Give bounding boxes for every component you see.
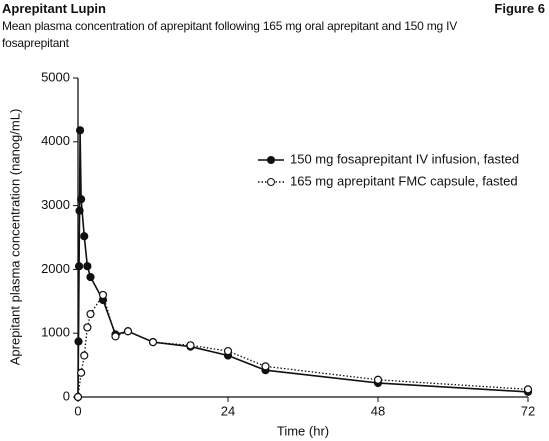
data-point bbox=[74, 262, 84, 271]
y-tick-label: 5000 bbox=[41, 69, 70, 84]
data-point bbox=[86, 309, 95, 319]
x-tick-label: 0 bbox=[74, 403, 81, 418]
x-tick-label: 24 bbox=[221, 403, 235, 418]
x-tick-label: 72 bbox=[521, 403, 535, 418]
y-tick-label: 4000 bbox=[41, 133, 70, 148]
data-point bbox=[75, 126, 85, 135]
data-point bbox=[83, 323, 92, 332]
y-axis-label: Aprepitant plasma concentration (nanog/m… bbox=[7, 109, 22, 366]
data-point bbox=[73, 392, 83, 402]
data-point bbox=[523, 385, 533, 394]
y-tick-label: 0 bbox=[63, 388, 70, 403]
y-tick-label: 2000 bbox=[41, 261, 70, 276]
data-point bbox=[111, 332, 120, 341]
series-line bbox=[77, 293, 529, 398]
data-point bbox=[83, 262, 92, 271]
data-point bbox=[75, 206, 84, 215]
data-point bbox=[186, 341, 195, 350]
legend-marker bbox=[267, 156, 275, 164]
data-point bbox=[80, 232, 89, 241]
data-point bbox=[98, 290, 108, 300]
x-tick-label: 48 bbox=[371, 403, 385, 418]
data-point bbox=[123, 327, 133, 336]
data-point bbox=[223, 346, 233, 356]
chart-title: Aprepitant Lupin bbox=[2, 1, 106, 16]
data-point bbox=[77, 368, 86, 377]
series-line bbox=[77, 130, 529, 398]
legend-label: 150 mg fosaprepitant IV infusion, fasted bbox=[290, 151, 519, 166]
legend-marker bbox=[267, 178, 275, 186]
figure-label: Figure 6 bbox=[494, 1, 545, 16]
x-axis-label: Time (hr) bbox=[277, 423, 329, 438]
y-tick-label: 3000 bbox=[41, 197, 70, 212]
data-point bbox=[77, 195, 86, 204]
data-point bbox=[74, 337, 83, 346]
data-point bbox=[261, 362, 270, 371]
y-tick-label: 1000 bbox=[41, 325, 70, 340]
chart-subtitle: Mean plasma concentration of aprepitant … bbox=[2, 19, 458, 50]
data-point bbox=[148, 338, 158, 347]
data-point bbox=[80, 351, 89, 360]
data-point bbox=[86, 272, 95, 282]
data-point bbox=[373, 375, 383, 384]
legend-label: 165 mg aprepitant FMC capsule, fasted bbox=[290, 173, 518, 188]
